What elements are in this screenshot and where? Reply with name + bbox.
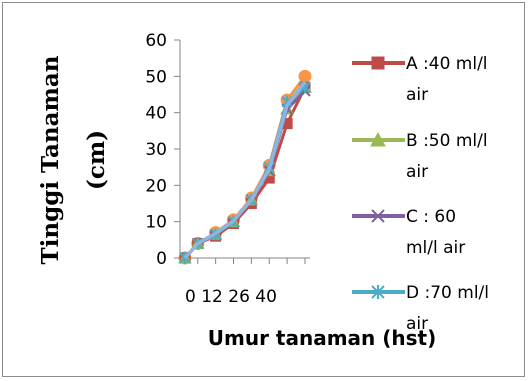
legend-label-line-2: ml/l air	[406, 238, 465, 258]
y-tick-label: 10	[145, 213, 167, 233]
legend-label-line-1: D :70 ml/l	[406, 283, 489, 303]
series-point	[370, 131, 386, 147]
y-axis-title-line-2: (cm)	[83, 130, 110, 190]
legend-item: D :70 ml/l air	[352, 283, 489, 334]
chart-frame	[2, 2, 525, 377]
y-tick-label: 0	[156, 249, 167, 269]
x-axis-title: Umur tanaman (hst)	[208, 326, 436, 350]
series-layer	[178, 69, 312, 265]
legend-label-line-1: C : 60	[406, 207, 456, 227]
y-tick-label: 30	[145, 140, 167, 160]
x-tick-labels: 0 12 26 40	[185, 287, 277, 307]
y-tick-label: 50	[145, 67, 167, 87]
x-axis: 0 12 26 40	[180, 257, 310, 307]
y-tick-label: 60	[145, 31, 167, 51]
series-point	[371, 285, 385, 299]
series-line	[183, 89, 307, 259]
legend: A :40 ml/l air B :50 ml/l air C : 60 ml/l air…	[352, 54, 489, 334]
legend-item: C : 60 ml/l air	[352, 207, 465, 258]
legend-label-line-1: A :40 ml/l	[406, 54, 488, 74]
y-axis: 0 10 20 30 40 50 60	[145, 31, 181, 269]
legend-label-line-1: B :50 ml/l	[406, 131, 488, 151]
series-line	[183, 80, 307, 260]
y-axis-title-line-1: Tinggi Tanaman	[37, 55, 64, 264]
y-tick-label: 40	[145, 104, 167, 124]
legend-label-line-2: air	[406, 314, 428, 334]
legend-label-line-2: air	[406, 85, 428, 105]
y-axis-title: Tinggi Tanaman (cm)	[37, 55, 110, 264]
series-point	[371, 209, 385, 223]
legend-item: A :40 ml/l air	[352, 54, 488, 105]
series-1	[178, 80, 312, 264]
series-5	[183, 80, 307, 260]
legend-label-line-2: air	[406, 162, 428, 182]
y-tick-label: 20	[145, 176, 167, 196]
series-2	[179, 85, 311, 264]
legend-item: B :50 ml/l air	[352, 131, 488, 182]
series-point	[371, 56, 385, 70]
